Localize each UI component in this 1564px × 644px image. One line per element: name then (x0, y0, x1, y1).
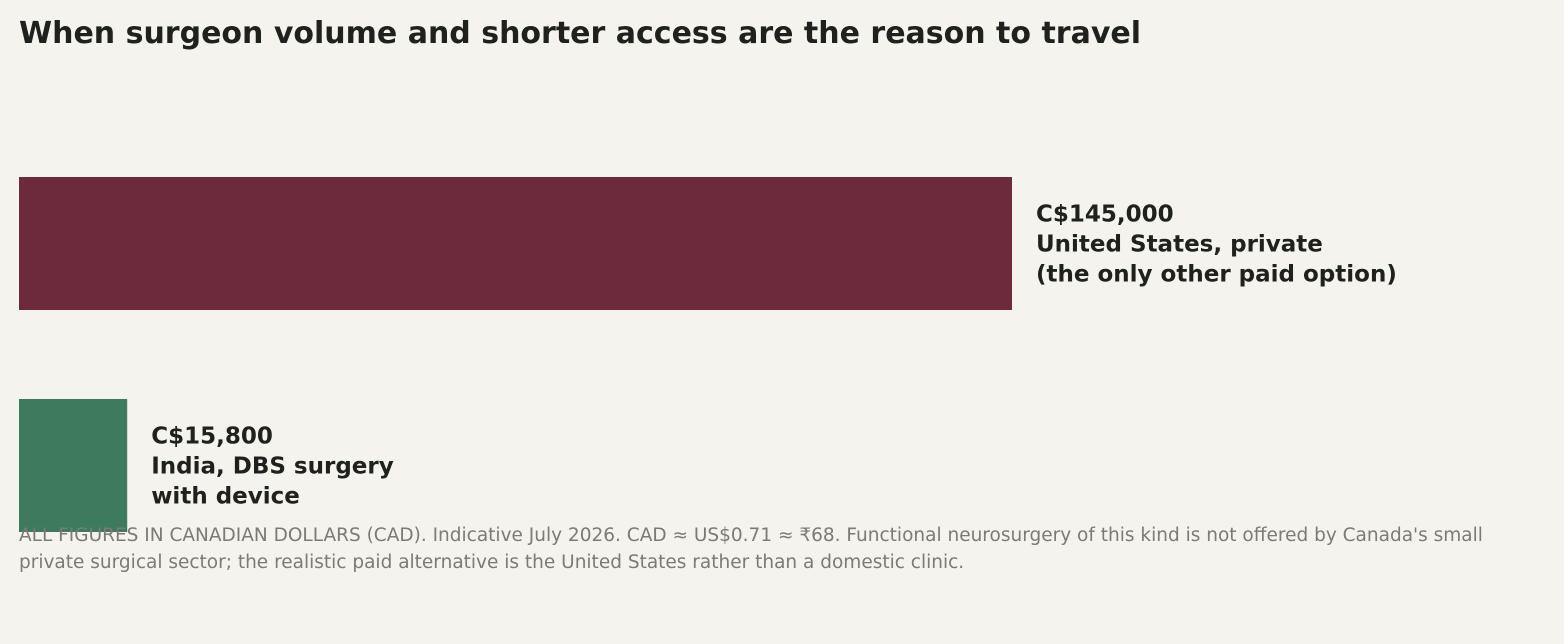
value-label: C$145,000 (1036, 202, 1174, 228)
bar (19, 177, 1012, 310)
value-label: C$15,800 (151, 424, 273, 450)
bar (19, 399, 128, 532)
category-label: (the only other paid option) (1036, 262, 1397, 288)
category-label: India, DBS surgery (151, 454, 394, 480)
footnote: ALL FIGURES IN CANADIAN DOLLARS (CAD). I… (19, 525, 1483, 573)
category-label: United States, private (1036, 232, 1323, 258)
chart-title: When surgeon volume and shorter access a… (19, 16, 1141, 51)
category-label: with device (151, 484, 300, 510)
